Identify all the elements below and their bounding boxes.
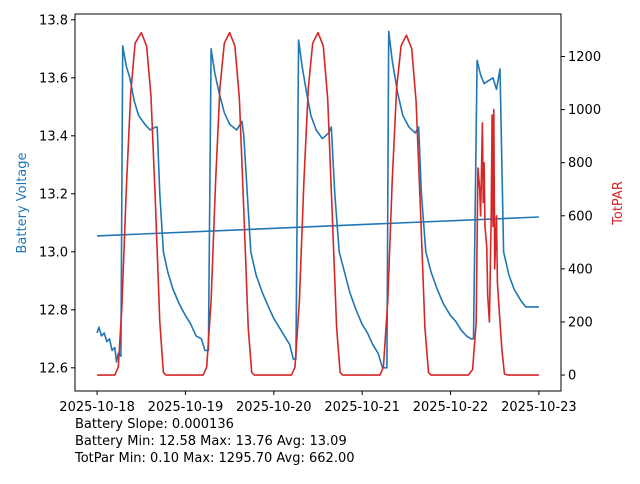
y-right-tick-label: 1200 xyxy=(568,50,601,65)
x-tick-label: 2025-10-21 xyxy=(324,400,400,415)
y-left-tick-label: 13.0 xyxy=(39,245,68,260)
x-tick-label: 2025-10-18 xyxy=(59,400,135,415)
x-tick-label: 2025-10-22 xyxy=(413,400,489,415)
x-tick-label: 2025-10-19 xyxy=(148,400,224,415)
plot-frame xyxy=(74,13,562,392)
battery-stats-text: Battery Min: 12.58 Max: 13.76 Avg: 13.09 xyxy=(75,434,347,449)
series-line-battery-trend xyxy=(97,216,539,237)
y-left-tick-label: 13.6 xyxy=(39,71,68,86)
y-left-tick-label: 12.6 xyxy=(39,361,68,376)
y-left-tick-label: 13.2 xyxy=(39,187,68,202)
battery-slope-text: Battery Slope: 0.000136 xyxy=(75,417,234,432)
x-tick-label: 2025-10-23 xyxy=(501,400,577,415)
y-right-tick-label: 400 xyxy=(568,262,593,277)
y-axis-left-label: Battery Voltage xyxy=(15,152,30,253)
stats-block: Battery Slope: 0.000136 Battery Min: 12.… xyxy=(75,416,355,467)
y-right-tick-label: 200 xyxy=(568,315,593,330)
x-tick-label: 2025-10-20 xyxy=(236,400,312,415)
y-left-tick-label: 13.8 xyxy=(39,13,68,28)
y-right-tick-label: 600 xyxy=(568,209,593,224)
series-line-totpar xyxy=(97,31,539,376)
y-right-tick-label: 1000 xyxy=(568,103,601,118)
par-stats-text: TotPar Min: 0.10 Max: 1295.70 Avg: 662.0… xyxy=(75,451,355,466)
y-axis-right-label: TotPAR xyxy=(611,181,626,226)
y-left-tick-label: 12.8 xyxy=(39,303,68,318)
y-right-tick-label: 0 xyxy=(568,369,576,384)
y-left-tick-label: 13.4 xyxy=(39,129,68,144)
series-line-battery-voltage xyxy=(96,30,539,369)
y-right-tick-label: 800 xyxy=(568,156,593,171)
